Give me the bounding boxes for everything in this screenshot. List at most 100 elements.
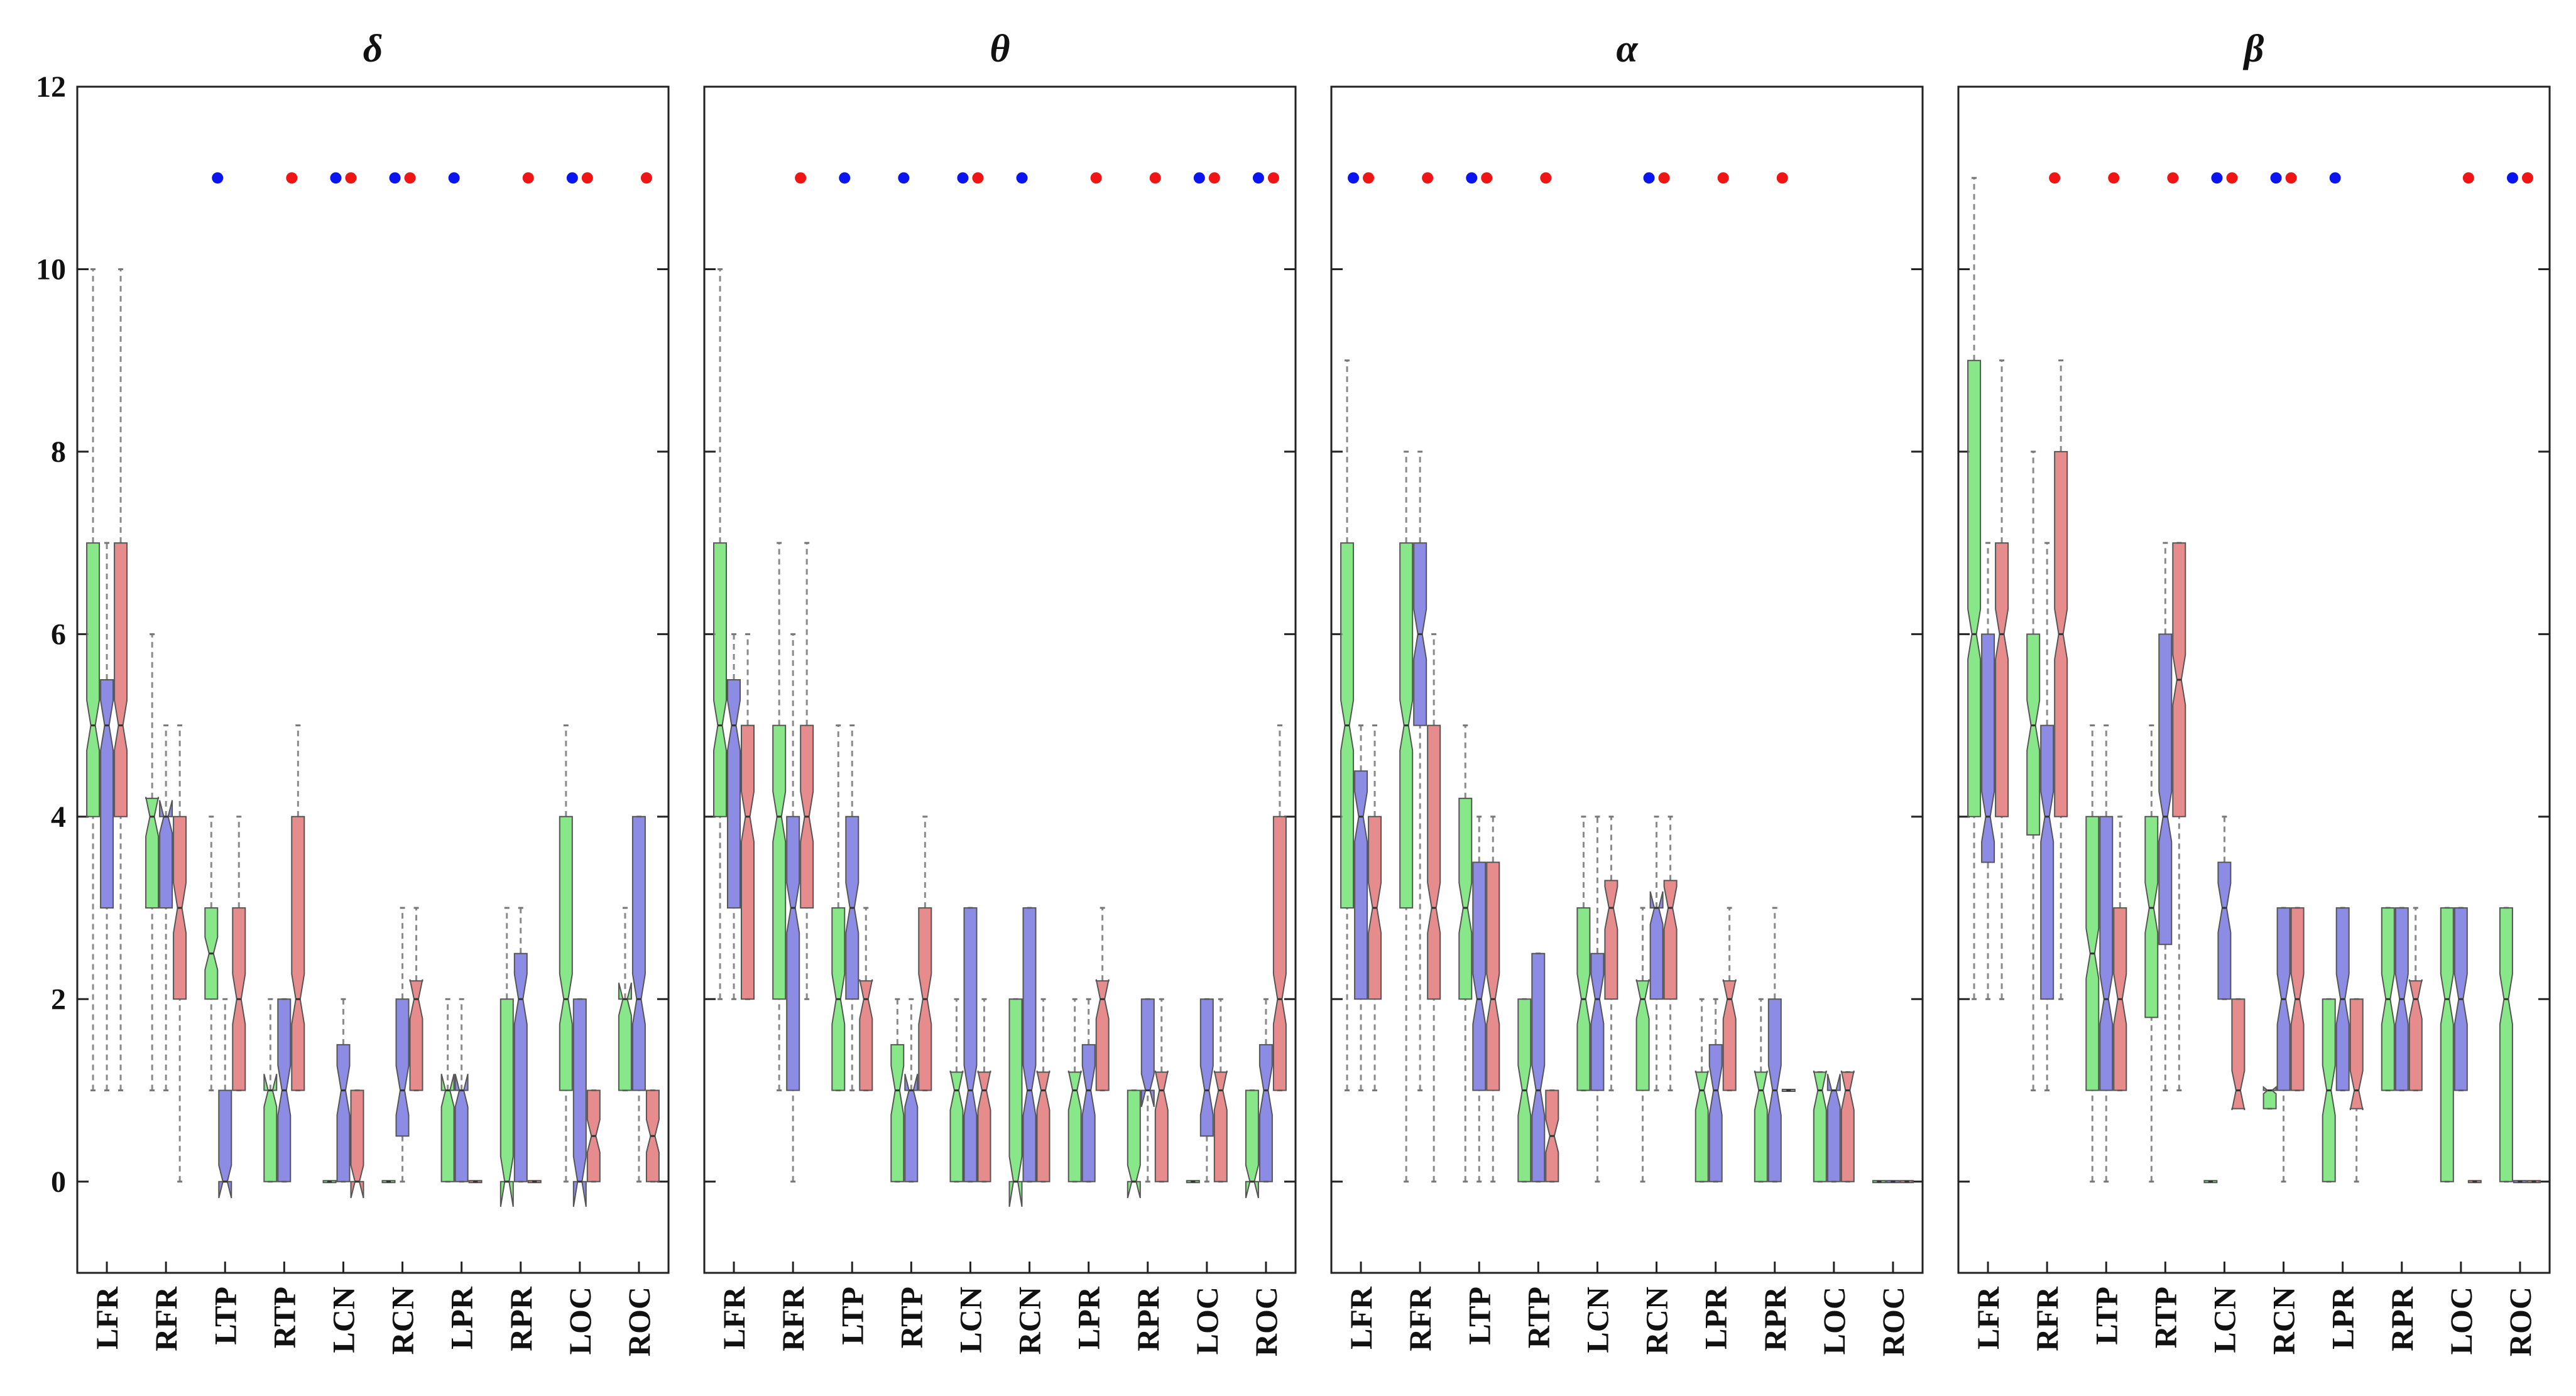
category-group-LCN: LCN bbox=[322, 172, 364, 1353]
box-red bbox=[1663, 880, 1678, 1000]
category-group-LCN: LCN bbox=[1576, 815, 1618, 1353]
category-group-RCN: RCN bbox=[1635, 172, 1678, 1355]
box-green bbox=[949, 1070, 964, 1182]
category-group-LTP: LTP bbox=[204, 172, 246, 1345]
category-group-RFR: RFR bbox=[145, 633, 187, 1351]
box-blue bbox=[454, 1074, 469, 1182]
category-group-RFR: RFR bbox=[772, 172, 814, 1351]
x-tick-label: LCN bbox=[2207, 1287, 2242, 1353]
panel-frame bbox=[703, 85, 1297, 1274]
category-group-LFR: LFR bbox=[1967, 177, 2009, 1350]
x-tick-label: RFR bbox=[775, 1286, 810, 1351]
y-tick-label: 12 bbox=[36, 70, 66, 104]
significance-dot-red bbox=[795, 172, 807, 184]
box-blue bbox=[904, 1074, 919, 1182]
box-green bbox=[713, 542, 727, 817]
category-group-ROC: ROC bbox=[1872, 1180, 1914, 1356]
box-red bbox=[409, 979, 423, 1091]
box-red bbox=[1995, 542, 2009, 817]
y-tick-label: 8 bbox=[51, 435, 66, 469]
significance-dot-red bbox=[2167, 172, 2179, 184]
category-group-LTP: LTP bbox=[2085, 172, 2127, 1345]
box-blue bbox=[1472, 861, 1487, 1091]
category-group-RTP: RTP bbox=[2144, 172, 2186, 1348]
category-group-RCN: RCN bbox=[2262, 172, 2305, 1355]
significance-dot-red bbox=[1776, 172, 1788, 184]
significance-dot-red bbox=[1090, 172, 1102, 184]
significance-dot-blue bbox=[1016, 172, 1028, 184]
x-tick-label: LTP bbox=[1461, 1287, 1497, 1345]
category-group-RTP: RTP bbox=[263, 172, 305, 1348]
significance-dot-red bbox=[1717, 172, 1729, 184]
panel-title: θ bbox=[990, 28, 1010, 70]
significance-dot-red bbox=[2462, 172, 2474, 184]
significance-dot-blue bbox=[2329, 172, 2341, 184]
x-tick-label: ROC bbox=[1248, 1287, 1284, 1356]
box-blue bbox=[395, 998, 410, 1137]
significance-dot-red bbox=[1363, 172, 1375, 184]
x-tick-label: RTP bbox=[893, 1287, 929, 1348]
significance-dot-blue bbox=[1466, 172, 1478, 184]
box-green bbox=[86, 542, 101, 817]
significance-dot-blue bbox=[1193, 172, 1205, 184]
box-green bbox=[1967, 359, 1982, 817]
panel-4: β LFR RFR LTP RTP LCN RCN LPR RPR LOC ROC bbox=[1957, 28, 2551, 1356]
box-red bbox=[859, 979, 873, 1091]
category-group-ROC: ROC bbox=[618, 172, 660, 1356]
box-red bbox=[1272, 815, 1287, 1091]
box-green bbox=[618, 982, 632, 1091]
significance-dot-blue bbox=[839, 172, 851, 184]
box-blue bbox=[1258, 1044, 1273, 1182]
box-red bbox=[2231, 998, 2246, 1111]
box-green bbox=[263, 1074, 278, 1182]
significance-dot-blue bbox=[2270, 172, 2282, 184]
category-group-LFR: LFR bbox=[713, 268, 755, 1350]
x-tick-label: LFR bbox=[1343, 1286, 1378, 1350]
significance-dot-red bbox=[2226, 172, 2238, 184]
box-green bbox=[772, 724, 787, 1000]
box-green bbox=[1813, 1070, 1827, 1182]
x-tick-label: ROC bbox=[1875, 1287, 1911, 1356]
box-blue bbox=[1531, 952, 1546, 1182]
significance-dot-blue bbox=[2506, 172, 2518, 184]
significance-dot-red bbox=[2049, 172, 2061, 184]
category-group-LCN: LCN bbox=[949, 172, 991, 1353]
significance-dot-red bbox=[1481, 172, 1493, 184]
box-green bbox=[1635, 979, 1650, 1091]
box-green bbox=[1008, 998, 1023, 1207]
category-group-RPR: RPR bbox=[1127, 172, 1169, 1351]
box-blue bbox=[218, 1089, 232, 1199]
significance-dot-blue bbox=[330, 172, 342, 184]
box-red bbox=[1427, 724, 1441, 1000]
x-tick-label: RFR bbox=[2029, 1286, 2065, 1351]
significance-dot-red bbox=[1208, 172, 1220, 184]
x-tick-label: RFR bbox=[1402, 1286, 1438, 1351]
significance-dot-red bbox=[640, 172, 652, 184]
significance-dot-blue bbox=[566, 172, 578, 184]
x-tick-label: RPR bbox=[1757, 1286, 1793, 1351]
x-tick-label: LPR bbox=[1698, 1286, 1733, 1350]
box-red bbox=[1722, 979, 1737, 1091]
box-blue bbox=[1826, 1074, 1841, 1182]
box-green bbox=[1245, 1089, 1259, 1199]
x-tick-label: LPR bbox=[444, 1286, 479, 1350]
box-red bbox=[977, 1070, 991, 1182]
box-red bbox=[350, 1089, 364, 1199]
panel-frame bbox=[1957, 85, 2551, 1274]
box-blue bbox=[513, 952, 528, 1182]
significance-dot-red bbox=[522, 172, 534, 184]
box-blue bbox=[1590, 952, 1605, 1091]
box-red bbox=[1486, 861, 1500, 1091]
category-group-RCN: RCN bbox=[381, 172, 423, 1355]
panel-frame bbox=[1330, 85, 1924, 1274]
box-green bbox=[559, 815, 573, 1091]
significance-dot-red bbox=[1422, 172, 1434, 184]
x-tick-label: RTP bbox=[2148, 1287, 2183, 1348]
category-group-RPR: RPR bbox=[2381, 907, 2423, 1351]
x-tick-label: LPR bbox=[1071, 1286, 1106, 1350]
category-group-LOC: LOC bbox=[2440, 172, 2482, 1355]
box-green bbox=[499, 998, 514, 1207]
x-tick-label: LCN bbox=[325, 1287, 361, 1353]
category-group-LOC: LOC bbox=[559, 172, 601, 1355]
